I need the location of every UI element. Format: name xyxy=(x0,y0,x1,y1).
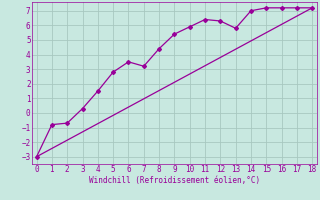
X-axis label: Windchill (Refroidissement éolien,°C): Windchill (Refroidissement éolien,°C) xyxy=(89,176,260,185)
